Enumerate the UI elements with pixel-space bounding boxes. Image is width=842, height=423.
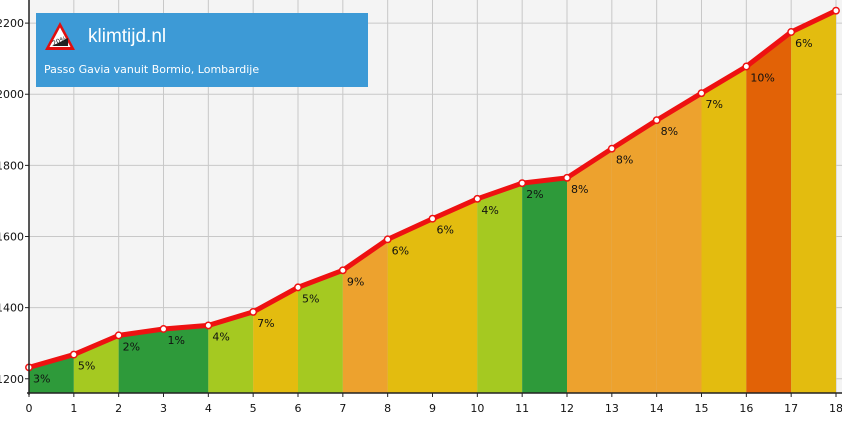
x-tick-label: 13 xyxy=(605,402,619,415)
elevation-point xyxy=(742,62,751,71)
y-tick-labels: 1200 1400 1600 1800 2000 2200 xyxy=(0,17,29,386)
x-tick-label: 3 xyxy=(160,402,167,415)
gradient-segment xyxy=(791,10,836,394)
elevation-point xyxy=(518,179,527,188)
gradient-label: 3% xyxy=(33,372,50,385)
elevation-point xyxy=(249,307,258,316)
gradient-segment xyxy=(118,328,164,393)
brand-name: klimtijd.nl xyxy=(88,26,167,47)
climb-subtitle: Passo Gavia vanuit Bormio, Lombardije xyxy=(44,63,260,76)
gradient-segment xyxy=(298,270,343,393)
x-tick-label: 8 xyxy=(384,402,391,415)
gradient-label: 8% xyxy=(571,183,588,196)
x-tick-label: 18 xyxy=(829,402,842,415)
x-tick-label: 4 xyxy=(205,402,212,415)
gradient-label: 5% xyxy=(78,360,95,373)
gradient-label: 6% xyxy=(392,244,409,257)
gradient-segment xyxy=(208,311,254,393)
profile-line xyxy=(25,6,840,372)
elevation-point xyxy=(159,325,168,333)
elevation-point xyxy=(473,194,482,203)
y-tick-label: 1400 xyxy=(0,302,24,315)
gradient-label: 7% xyxy=(706,98,723,111)
gradient-label: 6% xyxy=(437,224,454,237)
elevation-point xyxy=(607,144,616,153)
gradient-segment xyxy=(342,239,388,393)
gradient-segment xyxy=(522,177,567,393)
elevation-point xyxy=(652,116,661,125)
elevation-point xyxy=(294,283,302,292)
x-tick-label: 9 xyxy=(429,402,436,415)
gradient-segment xyxy=(656,93,702,394)
elevation-point xyxy=(563,173,571,182)
gradient-label: 6% xyxy=(795,37,812,50)
gradient-label: 9% xyxy=(347,275,364,288)
gradient-label: 7% xyxy=(257,317,274,330)
x-tick-label: 16 xyxy=(739,402,753,415)
x-tick-label: 7 xyxy=(339,402,346,415)
x-tick-label: 17 xyxy=(784,402,798,415)
gradient-segment xyxy=(567,148,612,393)
y-tick-label: 1200 xyxy=(0,373,24,386)
gradient-label: 8% xyxy=(661,125,678,138)
elevation-point xyxy=(338,266,347,275)
gradient-segment xyxy=(477,183,523,393)
elevation-point xyxy=(787,28,796,36)
x-tick-label: 5 xyxy=(250,402,257,415)
gradient-segment xyxy=(611,120,657,393)
x-tick-label: 2 xyxy=(115,402,122,415)
gradient-label: 4% xyxy=(481,204,498,217)
gradient-segments xyxy=(29,10,836,394)
gradient-segment xyxy=(432,198,478,393)
elevation-point xyxy=(697,89,706,98)
x-tick-label: 6 xyxy=(295,402,302,415)
gradient-warning-sign-icon: 20% xyxy=(45,22,75,50)
x-tick-label: 0 xyxy=(26,402,33,415)
gradient-label: 8% xyxy=(616,154,633,167)
x-tick-labels: 0 1 2 3 4 5 6 7 8 9 10 11 12 13 14 15 16 17 18 xyxy=(26,393,842,415)
elevation-point xyxy=(69,350,78,359)
elevation-point xyxy=(204,321,213,330)
elevation-point xyxy=(428,214,437,223)
gradient-segment xyxy=(163,325,209,393)
gradient-segment xyxy=(746,32,792,394)
brand-banner: 20% klimtijd.nl Passo Gavia vanuit Bormi… xyxy=(36,13,368,87)
y-tick-label: 2200 xyxy=(0,17,24,30)
gradient-segment xyxy=(701,66,747,393)
x-tick-label: 11 xyxy=(515,402,529,415)
axes xyxy=(27,0,842,395)
elevation-point xyxy=(383,235,392,244)
x-tick-label: 14 xyxy=(650,402,664,415)
gradient-segment xyxy=(253,287,298,393)
gradient-segment xyxy=(387,218,433,393)
x-tick-label: 15 xyxy=(695,402,709,415)
gradient-labels: 3% 5% 2% 1% 4% 7% 5% 9% 6% 6% 4% 2% 8% 8% 8% 7% 10% 6% xyxy=(33,37,813,385)
gradient-label: 5% xyxy=(302,292,319,305)
gradient-label: 1% xyxy=(168,334,185,347)
y-tick-label: 1800 xyxy=(0,159,24,172)
x-tick-label: 12 xyxy=(560,402,574,415)
x-tick-label: 10 xyxy=(470,402,484,415)
x-tick-label: 1 xyxy=(70,402,77,415)
y-tick-label: 1600 xyxy=(0,231,24,244)
gradient-label: 2% xyxy=(526,188,543,201)
gradient-label: 10% xyxy=(750,72,774,85)
elevation-point xyxy=(832,6,840,15)
y-tick-label: 2000 xyxy=(0,88,24,101)
gradient-label: 4% xyxy=(212,330,229,343)
gradient-label: 2% xyxy=(123,340,140,353)
elevation-point xyxy=(114,331,123,340)
